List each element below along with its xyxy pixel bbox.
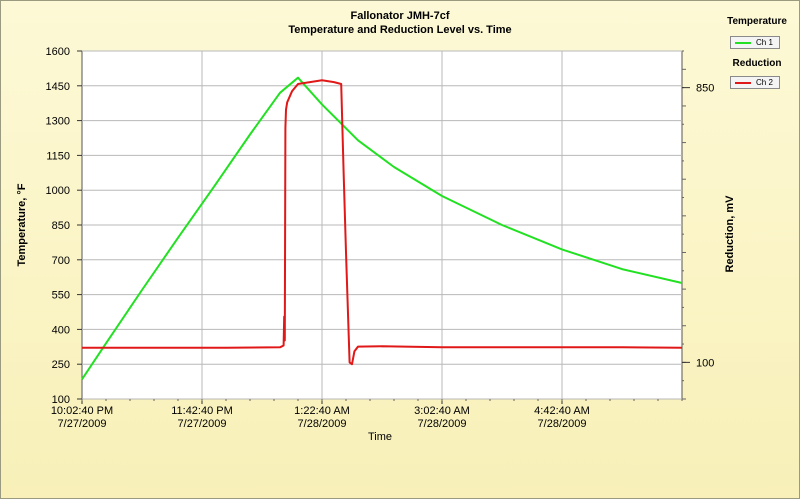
legend-entry-ch2[interactable]: Ch 2 [730,76,780,89]
x-tick-time: 11:42:40 PM [171,405,233,417]
y-axis-right-title: Reduction, mV [724,195,736,273]
legend-label-ch1: Ch 1 [756,38,773,47]
y-left-tick-label: 1000 [46,185,70,197]
x-tick-time: 4:42:40 AM [534,405,590,417]
ticks-layer: 100 250 400 550 700 850 1000 1150 1300 1450 1600 10… [46,46,715,406]
series-line-ch2 [82,79,683,366]
x-tick-date: 7/28/2009 [297,418,347,430]
x-tick-label: 4:42:40 AM 7/28/2009 [502,405,622,431]
y-left-tick-label: 550 [52,290,70,302]
y-left-tick-label: 1300 [46,116,70,128]
y-left-tick-label: 1150 [46,150,70,162]
x-tick-time: 1:22:40 AM [294,405,350,417]
x-tick-time: 10:02:40 PM [50,405,114,417]
legend-group-temperature: Temperature [727,16,787,27]
y-left-tick-label: 1450 [46,81,70,93]
legend-swatch-ch1 [735,42,751,44]
x-tick-date: 7/27/2009 [177,418,227,430]
y-left-tick-label: 100 [52,394,70,406]
y-left-tick-label: 850 [52,220,70,232]
y-left-tick-label: 1600 [46,46,70,58]
x-tick-label: 1:22:40 AM 7/28/2009 [262,405,382,431]
y-right-tick-label: 100 [696,357,714,369]
legend-swatch-ch2 [735,82,751,84]
legend-label-ch2: Ch 2 [756,78,773,87]
x-axis-title: Time [368,431,392,443]
legend-entry-ch1[interactable]: Ch 1 [730,36,780,49]
x-tick-label: 10:02:40 PM 7/27/2009 [22,405,142,431]
grid-layer [82,50,682,400]
y-right-tick-label: 850 [696,83,714,95]
x-tick-date: 7/28/2009 [417,418,467,430]
y-axis-left-title: Temperature, °F [16,183,28,266]
legend-group-reduction: Reduction [732,58,782,69]
x-tick-date: 7/28/2009 [537,418,587,430]
x-tick-label: 3:02:40 AM 7/28/2009 [382,405,502,431]
series-line-ch1 [81,76,683,380]
x-tick-time: 3:02:40 AM [414,405,470,417]
y-left-tick-label: 700 [52,255,70,267]
y-left-tick-label: 400 [52,324,70,336]
y-left-tick-label: 250 [52,359,70,371]
chart-subtitle: Temperature and Reduction Level vs. Time [288,24,512,36]
x-tick-label: 11:42:40 PM 7/27/2009 [142,405,262,431]
series-layer [81,76,683,380]
x-tick-date: 7/27/2009 [57,418,107,430]
chart-title: Fallonator JMH-7cf [350,10,450,22]
